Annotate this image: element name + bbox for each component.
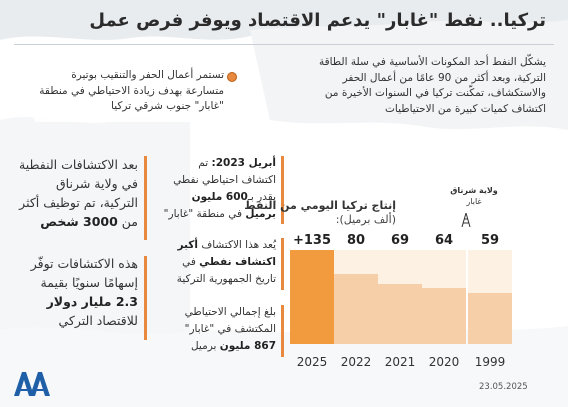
bullet-icon	[227, 72, 237, 82]
bar-track	[290, 250, 334, 344]
place-label: ولاية شرناق غابار	[450, 186, 498, 206]
x-tick-label: 2021	[384, 355, 416, 369]
bar-value-label: 69	[390, 233, 410, 248]
callout-box: تستمر أعمال الحفر والتنقيب بوتيرة متسارع…	[34, 62, 244, 122]
bar-value-label: 80	[346, 233, 366, 248]
x-tick-label: 2022	[340, 355, 372, 369]
bar-value-label: +135	[292, 233, 332, 248]
accent-line	[281, 238, 284, 290]
aa-logo-icon	[14, 372, 50, 396]
bar-value-label: 59	[480, 233, 500, 248]
oil-rig-icon	[461, 213, 471, 227]
largest-discovery-stat: يُعد هذا الاكتشاف أكبر اكتشاف نفطي في تا…	[176, 239, 276, 285]
total-reserve-stat: بلغ إجمالي الاحتياطي المكتشف في "غابار" …	[184, 306, 276, 352]
x-tick-label: 2025	[296, 355, 328, 369]
bar-2021	[378, 284, 422, 344]
accent-line	[281, 305, 284, 357]
employment-stat: بعد الاكتشافات النفطية في ولاية شرناق ال…	[19, 157, 138, 229]
intro-text: يشكّل النفط أحد المكونات الأساسية في سلة…	[318, 56, 546, 115]
bar-1999	[468, 293, 512, 344]
accent-line	[144, 156, 147, 240]
title-divider	[14, 44, 554, 45]
accent-line	[144, 256, 147, 340]
discovery-2023-stat: أبريل 2023: تم اكتشاف احتياطي نفطي يقدر …	[163, 157, 276, 220]
callout-text: تستمر أعمال الحفر والتنقيب بوتيرة متسارع…	[39, 69, 224, 112]
x-tick-label: 1999	[474, 355, 506, 369]
bar-2022	[334, 274, 378, 344]
publish-date: 23.05.2025	[479, 382, 528, 392]
chart-title: إنتاج تركيا اليومي من النفط (ألف برميل):	[244, 199, 396, 226]
bar-2020	[422, 288, 466, 344]
x-tick-label: 2020	[428, 355, 460, 369]
page-title: تركيا.. نفط "غابار" يدعم الاقتصاد ويوفر …	[89, 10, 546, 31]
economy-stat: هذه الاكتشافات توفّر إسهامًا سنويًا بقيم…	[30, 256, 138, 328]
accent-line	[281, 156, 284, 224]
bar-value-label: 64	[434, 233, 454, 248]
